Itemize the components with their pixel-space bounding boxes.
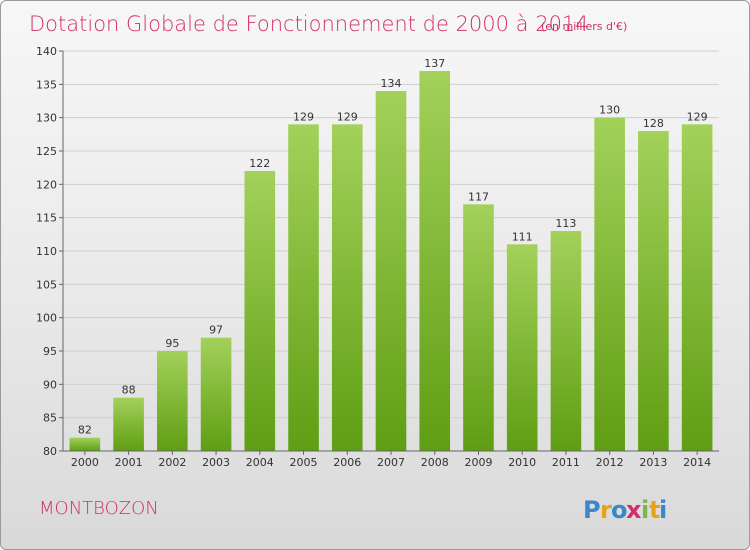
bar-2001 <box>113 397 144 451</box>
logo-letter: P <box>583 496 601 524</box>
x-tick-label: 2013 <box>639 456 667 469</box>
bar-value-label: 113 <box>555 217 576 230</box>
y-tick-label: 90 <box>43 378 57 391</box>
x-tick-label: 2004 <box>246 456 274 469</box>
logo-letter: t <box>649 496 660 524</box>
bar-value-label: 97 <box>209 324 223 337</box>
x-tick-label: 2000 <box>71 456 99 469</box>
x-tick-label: 2007 <box>377 456 405 469</box>
y-tick-label: 85 <box>43 412 57 425</box>
y-tick-label: 140 <box>36 45 57 58</box>
x-tick-label: 2011 <box>552 456 580 469</box>
y-tick-label: 95 <box>43 345 57 358</box>
bar-2000 <box>69 437 101 451</box>
bar-2012 <box>594 117 625 452</box>
bar-value-label: 129 <box>687 110 708 123</box>
y-tick-label: 105 <box>36 278 57 291</box>
bar-value-label: 111 <box>512 230 533 243</box>
bar-value-label: 129 <box>337 110 358 123</box>
bar-2009 <box>463 204 494 451</box>
y-tick-label: 135 <box>36 78 57 91</box>
logo-letter: i <box>659 496 667 524</box>
y-tick-label: 110 <box>36 245 57 258</box>
bar-value-label: 117 <box>468 190 489 203</box>
bar-value-label: 134 <box>381 77 402 90</box>
bar-value-label: 129 <box>293 110 314 123</box>
x-tick-label: 2014 <box>683 456 711 469</box>
bar-2004 <box>244 171 276 451</box>
x-tick-label: 2001 <box>115 456 143 469</box>
bar-2006 <box>331 124 363 451</box>
logo-letter: r <box>600 496 612 524</box>
bar-2002 <box>157 351 188 451</box>
bar-value-label: 128 <box>643 117 664 130</box>
y-tick-label: 130 <box>36 112 57 125</box>
bar-2011 <box>550 231 582 451</box>
y-tick-label: 115 <box>36 212 57 225</box>
chart-subtitle: (en milliers d'€) <box>541 20 627 33</box>
logo-letter: x <box>626 496 642 524</box>
x-tick-label: 2002 <box>158 456 186 469</box>
y-tick-label: 125 <box>36 145 57 158</box>
x-tick-label: 2006 <box>333 456 361 469</box>
logo-letter: o <box>611 496 628 524</box>
bar-layer: 82 88 95 97 122 129 129 134 137 117 111 113 130 128 12… <box>69 57 713 452</box>
y-tick-label: 80 <box>43 445 57 458</box>
bar-2003 <box>200 337 232 451</box>
logo-letter: i <box>641 496 649 524</box>
place-name: MONTBOZON <box>39 498 159 519</box>
bar-2014 <box>681 124 713 451</box>
bar-value-label: 82 <box>78 424 92 437</box>
y-tick-label: 100 <box>36 312 57 325</box>
x-tick-label: 2012 <box>596 456 624 469</box>
bar-value-label: 130 <box>599 104 620 117</box>
bar-2005 <box>288 124 319 451</box>
bar-value-label: 137 <box>424 57 445 70</box>
bar-2008 <box>419 71 451 451</box>
bar-2013 <box>638 131 669 451</box>
bar-value-label: 88 <box>122 384 136 397</box>
chart-title: Dotation Globale de Fonctionnement de 20… <box>29 12 589 36</box>
axis-layer: 80 85 90 95 100 105 110 115 120 125 130 135 140 2000 2… <box>36 45 719 469</box>
x-tick-label: 2009 <box>464 456 492 469</box>
bar-2007 <box>375 91 407 451</box>
x-tick-label: 2010 <box>508 456 536 469</box>
bar-value-label: 95 <box>165 337 179 350</box>
x-tick-label: 2003 <box>202 456 230 469</box>
x-tick-label: 2005 <box>290 456 318 469</box>
x-tick-label: 2008 <box>421 456 449 469</box>
bar-2010 <box>506 244 538 451</box>
bar-value-label: 122 <box>249 157 270 170</box>
y-tick-label: 120 <box>36 178 57 191</box>
